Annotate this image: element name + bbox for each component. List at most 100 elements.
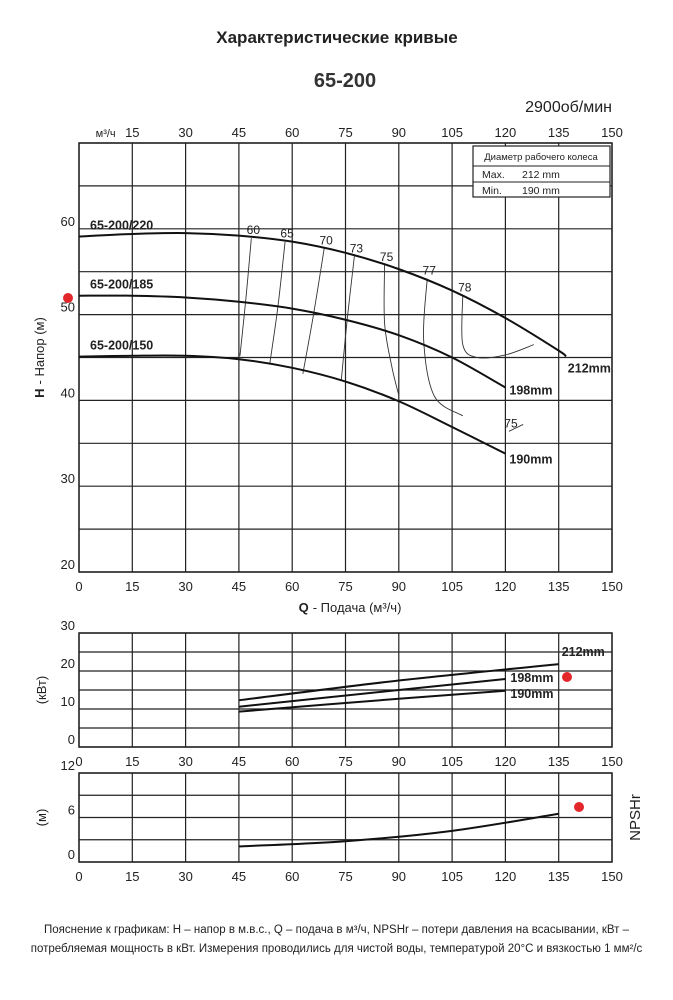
efficiency-line <box>239 238 252 356</box>
x-tick-label: 45 <box>232 869 246 884</box>
x-axis-symbol: Q <box>299 600 309 615</box>
y-tick-label: 40 <box>61 385 75 400</box>
x-tick-label-top: 105 <box>441 125 463 140</box>
x-tick-label: 90 <box>392 754 406 769</box>
x-tick-label: 150 <box>601 869 623 884</box>
x-tick-label-top: 135 <box>548 125 570 140</box>
y-tick-label: 30 <box>61 471 75 486</box>
x-tick-label-top: 30 <box>178 125 192 140</box>
efficiency-line <box>423 278 464 417</box>
x-tick-label: 135 <box>548 869 570 884</box>
x-tick-label: 105 <box>441 869 463 884</box>
x-tick-label: 45 <box>232 754 246 769</box>
efficiency-line <box>269 241 286 364</box>
y2-axis-label: NPSHr <box>627 794 644 841</box>
x-tick-label-top: 45 <box>232 125 246 140</box>
x-axis-text: - Подача (м³/ч) <box>313 600 402 615</box>
curve-label: 190mm <box>509 453 552 467</box>
marker-dot <box>63 293 73 303</box>
efficiency-label: 78 <box>458 281 472 295</box>
curve <box>238 677 506 708</box>
x-tick-label-top: 120 <box>495 125 517 140</box>
curve <box>238 689 506 713</box>
efficiency-label: 73 <box>350 241 364 255</box>
curve <box>78 354 506 455</box>
x-tick-label: 120 <box>495 579 517 594</box>
x-tick-label: 0 <box>75 579 82 594</box>
curve-label: 212mm <box>568 362 611 376</box>
x-tick-label: 15 <box>125 869 139 884</box>
plot-frame <box>78 632 613 748</box>
curve-label: 212mm <box>562 645 605 659</box>
efficiency-line <box>508 424 524 432</box>
x-tick-label: 75 <box>338 754 352 769</box>
efficiency-label: 75 <box>380 250 394 264</box>
y-axis-label: (м) <box>34 809 49 827</box>
x-tick-label: 45 <box>232 579 246 594</box>
efficiency-label: 70 <box>320 234 334 248</box>
x-tick-label: 150 <box>601 754 623 769</box>
curve <box>238 812 559 848</box>
x-tick-label-top: 90 <box>392 125 406 140</box>
y-tick-label: 0 <box>68 847 75 862</box>
x-tick-label-top: 60 <box>285 125 299 140</box>
y-axis-symbol: H <box>32 388 47 397</box>
efficiency-label: 65 <box>280 227 294 241</box>
x-tick-label: 150 <box>601 579 623 594</box>
curve-name: 65-200/150 <box>90 339 153 353</box>
x-tick-label: 0 <box>75 869 82 884</box>
marker-dot <box>562 672 572 682</box>
x-tick-label: 120 <box>495 869 517 884</box>
y-axis-label: H - Напор (м) <box>32 317 47 398</box>
efficiency-line <box>302 248 325 374</box>
curve-name: 65-200/220 <box>90 219 153 233</box>
efficiency-line <box>461 295 534 359</box>
x-tick-label: 60 <box>285 754 299 769</box>
x-tick-label: 30 <box>178 869 192 884</box>
x-tick-label: 15 <box>125 754 139 769</box>
x-tick-label: 75 <box>338 579 352 594</box>
curve-label: 190mm <box>510 687 553 701</box>
legend-key: Min. <box>482 185 502 197</box>
x-tick-label: 15 <box>125 579 139 594</box>
legend-key: Max. <box>482 169 505 181</box>
legend-box <box>472 145 611 198</box>
y-tick-label: 20 <box>61 557 75 572</box>
y-tick-label: 60 <box>61 214 75 229</box>
curve-label: 198mm <box>509 384 552 398</box>
efficiency-label: 77 <box>423 264 437 278</box>
plot-frame <box>78 142 613 573</box>
marker-dot <box>574 802 584 812</box>
x-tick-label: 30 <box>178 579 192 594</box>
y-axis-text: - Напор (м) <box>32 317 47 384</box>
y-tick-label: 10 <box>61 694 75 709</box>
top-axis-unit: м³/ч <box>96 128 116 140</box>
chart: Характеристические кривые 65-200 2900об/… <box>32 28 644 884</box>
y-axis-label: (кВт) <box>34 676 49 705</box>
y-tick-label: 12 <box>61 758 75 773</box>
x-tick-label: 135 <box>548 579 570 594</box>
curve-label: 198mm <box>510 671 553 685</box>
x-tick-label: 135 <box>548 754 570 769</box>
y-tick-label: 50 <box>61 300 75 315</box>
x-tick-label: 120 <box>495 754 517 769</box>
legend-value: 212 mm <box>522 169 560 181</box>
x-tick-label-top: 150 <box>601 125 623 140</box>
page-title: Характеристические кривые <box>216 28 457 47</box>
footnote: Пояснение к графикам: H – напор в м.в.с.… <box>30 924 643 955</box>
y-tick-label: 30 <box>61 618 75 633</box>
x-tick-label: 60 <box>285 869 299 884</box>
plot-frame <box>78 772 613 863</box>
speed: 2900об/мин <box>525 99 612 116</box>
x-tick-label: 60 <box>285 579 299 594</box>
x-tick-label: 0 <box>75 754 82 769</box>
x-axis-label: Q - Подача (м³/ч) <box>299 600 402 615</box>
x-tick-label: 105 <box>441 754 463 769</box>
efficiency-line <box>340 256 355 381</box>
x-tick-label: 90 <box>392 579 406 594</box>
y-tick-label: 0 <box>68 732 75 747</box>
curve-name: 65-200/185 <box>90 278 153 292</box>
efficiency-label: 60 <box>247 223 261 237</box>
legend-value: 190 mm <box>522 185 560 197</box>
